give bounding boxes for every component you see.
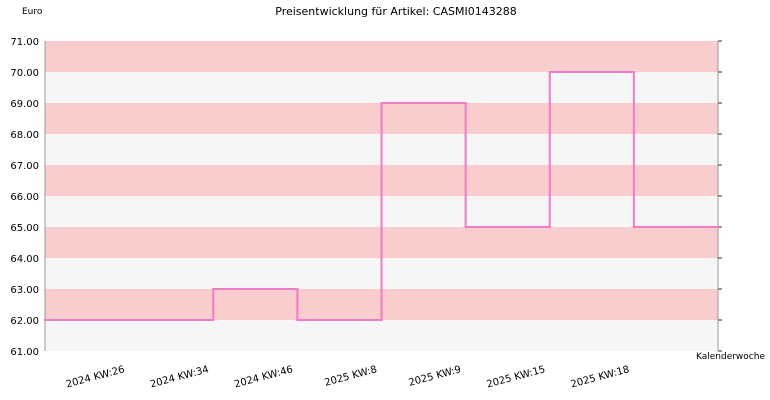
y-tick-label: 70.00 [10,68,39,79]
y-tick-label: 69.00 [10,99,39,110]
y-tick-label: 68.00 [10,130,39,141]
background-band [45,320,718,351]
y-tick-label: 61.00 [10,347,39,358]
x-tick-label: 2025 KW:15 [485,364,546,390]
background-band [45,72,718,103]
y-tick-label: 71.00 [10,37,39,48]
y-tick-label: 66.00 [10,192,39,203]
y-tick-label: 64.00 [10,254,39,265]
background-band [45,41,718,72]
x-tick-label: 2025 KW:9 [408,364,463,389]
y-tick-label: 63.00 [10,285,39,296]
y-axis-label: Euro [22,7,43,17]
x-tick-label: 2025 KW:8 [323,364,378,389]
x-tick-label: 2025 KW:18 [570,364,631,390]
x-tick-label: 2024 KW:26 [65,364,126,390]
chart-title: Preisentwicklung für Artikel: CASMI01432… [275,5,516,18]
x-tick-label: 2024 KW:46 [233,364,294,390]
y-tick-label: 67.00 [10,161,39,172]
x-tick-label: 2024 KW:34 [149,364,210,390]
x-axis-label: Kalenderwoche [696,352,765,362]
y-tick-label: 65.00 [10,223,39,234]
y-tick-label: 62.00 [10,316,39,327]
